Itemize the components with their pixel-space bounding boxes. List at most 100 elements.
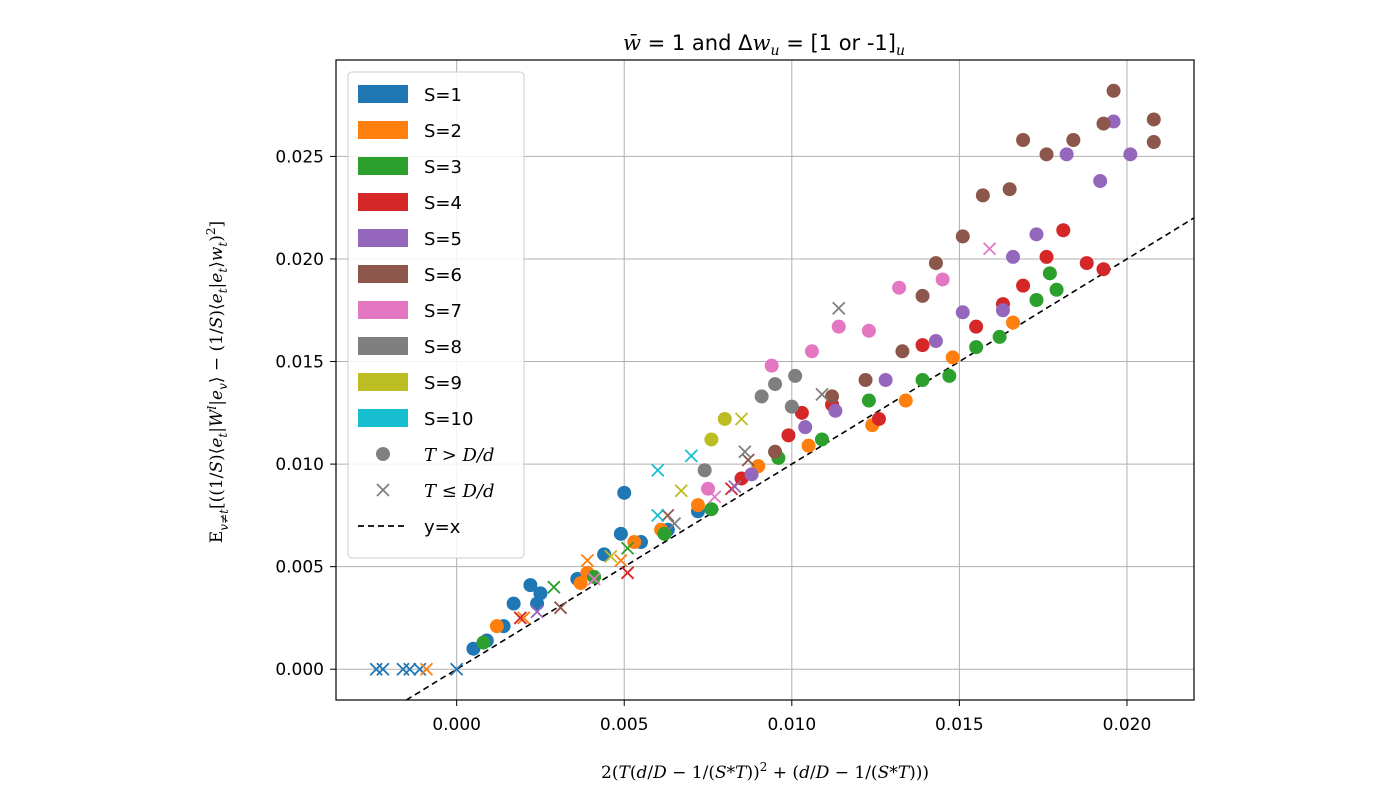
point-cross-s10 [651,508,665,523]
point-circle-s9 [717,411,732,426]
point-circle-s5 [828,403,843,418]
legend-swatch [358,265,408,283]
legend-label: S=3 [424,157,462,178]
point-circle-s5 [878,373,893,387]
point-cross-s10 [651,463,665,477]
point-circle-s2 [573,576,588,591]
point-circle-s6 [825,389,840,404]
point-cross-s1 [396,662,410,676]
point-circle-s3 [969,340,984,355]
point-circle-s5 [995,303,1010,318]
legend-cross-marker [376,483,390,497]
reference-line-group [405,217,1195,701]
point-circle-s1 [613,526,628,541]
point-circle-s7 [764,358,779,373]
x-tick-label: 0.010 [767,715,816,735]
point-circle-s4 [1079,256,1094,271]
point-circle-s4 [1039,249,1054,264]
point-circle-s8 [697,463,712,478]
point-circle-s1 [523,578,538,593]
legend-swatch [358,337,408,355]
y-tick-label: 0.010 [275,455,324,475]
y-tick-label: 0.020 [275,250,324,270]
point-circle-s6 [1066,133,1081,147]
point-cross-s5 [728,480,742,494]
legend-circle-marker [376,447,390,461]
point-circle-s5 [1029,227,1044,242]
point-circle-s3 [1029,293,1044,307]
legend-swatch [358,409,408,427]
point-cross-s7 [587,572,601,586]
point-circle-s6 [1002,182,1017,197]
point-circle-s3 [1042,266,1057,281]
point-circle-s6 [768,444,783,459]
point-circle-s5 [1059,147,1074,162]
point-circle-s8 [754,389,769,404]
legend-swatch [358,157,408,175]
x-tick-label: 0.000 [432,715,481,735]
point-cross-s1 [376,662,390,676]
legend-label: S=7 [424,301,462,322]
point-circle-s2 [1006,315,1021,330]
legend-label: S=8 [424,337,462,358]
point-circle-s2 [801,438,816,453]
axis-ticks: 0.000 0.005 0.010 0.015 0.020 0.000 0.005 0.010… [275,147,1151,735]
point-cross-s9 [734,412,749,426]
point-circle-s1 [466,641,481,656]
point-circle-s3 [1049,282,1064,297]
point-cross-s4 [724,482,739,496]
point-circle-s4 [781,428,796,443]
point-cross-s2 [580,553,595,568]
point-circle-s6 [1016,133,1031,147]
x-tick-label: 0.015 [935,715,984,735]
y-tick-label: 0.000 [275,660,324,680]
legend-swatch [358,121,408,139]
point-circle-s4 [794,405,809,420]
point-circle-s3 [657,526,672,541]
point-cross-s9 [674,484,688,498]
point-circle-s5 [928,334,943,349]
point-circle-s4 [871,411,886,426]
point-cross-s8 [667,516,682,531]
point-circle-s6 [858,373,873,387]
point-cross-s7 [982,242,997,256]
legend-swatch [358,301,408,319]
point-circle-s3 [704,502,719,517]
point-cross-s1 [450,662,464,676]
point-circle-s4 [1056,223,1071,238]
legend-swatch [358,193,408,211]
point-cross-s4 [513,611,527,625]
point-circle-s6 [1146,135,1161,150]
x-tick-label: 0.020 [1103,715,1152,735]
point-cross-s9 [604,549,618,564]
point-cross-s3 [620,541,635,555]
point-cross-s5 [530,605,544,619]
point-circle-s1 [506,596,521,611]
point-circle-s8 [768,377,783,392]
legend-label: S=6 [424,265,462,286]
point-circle-s4 [915,338,930,353]
point-circle-s6 [955,229,970,244]
legend-label: T ≤ D/d [424,481,495,502]
point-circle-s4 [1096,262,1111,277]
legend-label: S=5 [424,229,462,250]
point-cross-s1 [369,662,383,676]
point-circle-s7 [701,481,716,496]
point-circle-s3 [861,393,876,408]
point-circle-s1 [597,547,612,562]
point-circle-s3 [587,569,602,584]
point-cross-s1 [403,662,417,676]
legend: S=1 S=2 S=3 S=4 S=5 S=6 S=7 S=8 S=9 S=10 T > D/d T … [347,71,525,559]
x-axis-label: 2(T(d/D − 1/(S*T))2 + (d/D − 1/(S*T))) [601,760,929,783]
point-circle-s3 [942,368,957,383]
plot-frame [335,59,1195,701]
x-tick-label: 0.005 [600,715,649,735]
legend-label: S=10 [424,409,473,430]
point-cross-s2 [614,553,628,568]
point-circle-s8 [784,399,799,414]
point-cross-s6 [661,508,675,523]
point-circle-s3 [814,432,829,447]
point-cross-s6 [741,453,755,467]
point-circle-s7 [892,280,907,295]
